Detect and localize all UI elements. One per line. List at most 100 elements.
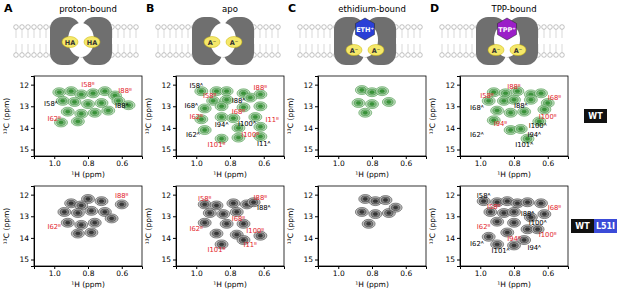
peak-contour	[89, 209, 93, 212]
axis-line	[457, 187, 461, 267]
tick: 0.8	[367, 156, 379, 168]
peak-contour	[222, 221, 231, 227]
row-label: WT	[584, 109, 607, 123]
tick-label: 0.6	[400, 159, 412, 168]
peak-contour	[258, 93, 262, 96]
peak-label: I101ᴬ	[515, 141, 533, 149]
tick: 0.8	[83, 266, 95, 278]
tick: 0.8	[367, 266, 379, 278]
site	[346, 45, 362, 56]
peak-contour	[77, 202, 86, 208]
lipid-head	[44, 53, 49, 58]
tick-label: 0.8	[83, 269, 95, 278]
tick-label: 15	[303, 255, 313, 264]
lipid-tail	[22, 44, 23, 53]
lipid-tail	[272, 29, 273, 38]
peak-label: I11ᴮ	[243, 241, 257, 249]
peak-contour	[493, 108, 502, 114]
peak-contour	[360, 89, 364, 92]
tick-mark	[315, 260, 318, 261]
peak-label: I100ᴮ	[539, 113, 557, 121]
lipid-tail	[466, 29, 467, 38]
lipid-head	[304, 25, 309, 30]
tick-label: 0.8	[225, 159, 237, 168]
tick: 14	[19, 234, 34, 243]
site	[226, 37, 242, 48]
tick: 15	[19, 145, 34, 154]
lipid-tail	[442, 29, 443, 38]
tick-label: 0.6	[116, 269, 128, 278]
tick: 13	[445, 212, 460, 221]
tick-mark	[315, 85, 318, 86]
peak-contour	[63, 220, 72, 226]
peak-contour	[205, 210, 214, 216]
peak-contour	[254, 102, 267, 111]
peak-contour	[512, 221, 516, 224]
site-label: A⁻	[492, 47, 500, 55]
peak-contour	[387, 100, 391, 103]
tick: 12	[303, 81, 318, 90]
site	[84, 37, 100, 48]
lipid-head	[116, 25, 121, 30]
lipid-head	[400, 53, 405, 58]
lipid-tail	[324, 44, 325, 53]
lipid-head	[464, 53, 469, 58]
tick: 12	[161, 81, 176, 90]
assignments: I88ᴮI58ᴮI68ᴮI88ᴬI68ᴬI100ᴮI94ᴮI100ᴬI62ᴬI9…	[470, 83, 561, 148]
lipid-tail	[164, 44, 165, 53]
tick-mark	[31, 238, 34, 239]
lipid-tail	[118, 29, 119, 38]
peak-contour	[362, 219, 375, 228]
tick-label: 0.6	[542, 269, 554, 278]
lipid-tail	[318, 44, 319, 53]
tick: 0.6	[258, 266, 270, 278]
tick-label: 12	[19, 191, 29, 200]
tick-mark	[173, 106, 176, 107]
lipid-head	[452, 53, 457, 58]
lipid-head	[134, 53, 139, 58]
peak-contour	[219, 105, 223, 108]
peak-contour	[231, 117, 235, 120]
peak-contour	[256, 124, 265, 130]
tick-label: 15	[19, 145, 29, 154]
tick: 13	[445, 102, 460, 111]
spectrum-panel: 1.00.80.612131415¹H (ppm)¹³C (ppm)I88ᴮI5…	[428, 76, 569, 179]
lipid-tail	[414, 29, 415, 38]
lipid-tail	[408, 29, 409, 38]
tick-mark	[31, 260, 34, 261]
lipid-head	[20, 25, 25, 30]
peak-contour	[203, 209, 216, 218]
lipid-head	[180, 53, 185, 58]
protein	[192, 17, 222, 65]
protein	[50, 17, 80, 65]
lipid-tail	[46, 29, 47, 38]
peak-contour	[103, 210, 107, 213]
peak-label: I62ᴮ	[189, 225, 203, 233]
peak-contour	[79, 93, 83, 96]
peak-contour	[58, 98, 67, 104]
peak-contour	[61, 99, 65, 102]
tick-mark	[457, 106, 460, 107]
peak-label: I100ᴮ	[246, 227, 264, 235]
lipid-head	[156, 53, 161, 58]
peak-contour	[229, 200, 238, 206]
tick-label: 15	[161, 145, 171, 154]
tick: 13	[161, 212, 176, 221]
peaks	[355, 194, 402, 228]
peak-contour	[542, 108, 546, 111]
lipid-tail	[278, 29, 279, 38]
tick: 15	[161, 145, 176, 154]
peak-label: I88ᴬ	[257, 204, 271, 212]
peak-contour	[212, 202, 221, 208]
peak-contour	[104, 108, 113, 114]
tick-label: 13	[161, 102, 171, 111]
tick: 0.8	[509, 266, 521, 278]
schematic: A⁻A⁻	[156, 17, 281, 65]
peak-contour	[87, 230, 96, 236]
peak-contour	[360, 210, 364, 213]
plot-frame	[176, 186, 284, 266]
y-axis: 12131415	[161, 187, 176, 267]
lipid-tail	[266, 29, 267, 38]
peak-contour	[208, 212, 212, 215]
peak-contour	[491, 217, 504, 226]
